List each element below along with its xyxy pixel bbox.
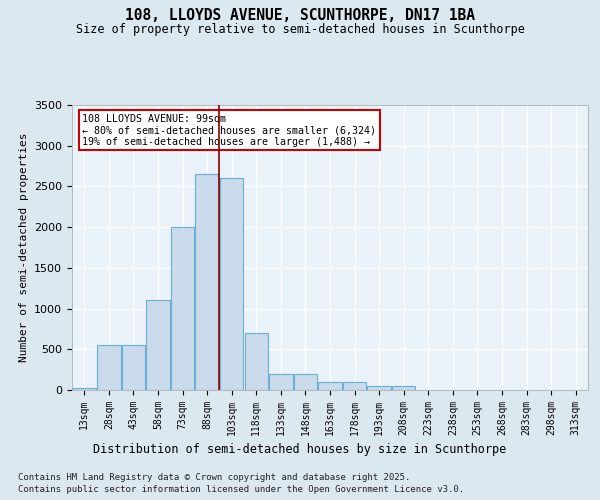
Text: 108 LLOYDS AVENUE: 99sqm
← 80% of semi-detached houses are smaller (6,324)
19% o: 108 LLOYDS AVENUE: 99sqm ← 80% of semi-d… — [82, 114, 376, 147]
Bar — [319, 382, 341, 390]
Bar — [146, 300, 170, 390]
Bar — [196, 174, 219, 390]
Bar — [245, 333, 268, 390]
Y-axis label: Number of semi-detached properties: Number of semi-detached properties — [19, 132, 29, 362]
Text: Contains public sector information licensed under the Open Government Licence v3: Contains public sector information licen… — [18, 485, 464, 494]
Bar — [294, 374, 317, 390]
Bar — [269, 374, 293, 390]
Text: Contains HM Land Registry data © Crown copyright and database right 2025.: Contains HM Land Registry data © Crown c… — [18, 472, 410, 482]
Bar — [367, 386, 391, 390]
Bar — [122, 345, 145, 390]
Text: 108, LLOYDS AVENUE, SCUNTHORPE, DN17 1BA: 108, LLOYDS AVENUE, SCUNTHORPE, DN17 1BA — [125, 8, 475, 22]
Bar — [220, 178, 244, 390]
Bar — [392, 386, 415, 390]
Bar — [343, 382, 366, 390]
Text: Size of property relative to semi-detached houses in Scunthorpe: Size of property relative to semi-detach… — [76, 22, 524, 36]
Bar — [171, 227, 194, 390]
Text: Distribution of semi-detached houses by size in Scunthorpe: Distribution of semi-detached houses by … — [94, 442, 506, 456]
Bar — [97, 345, 121, 390]
Bar — [73, 388, 96, 390]
